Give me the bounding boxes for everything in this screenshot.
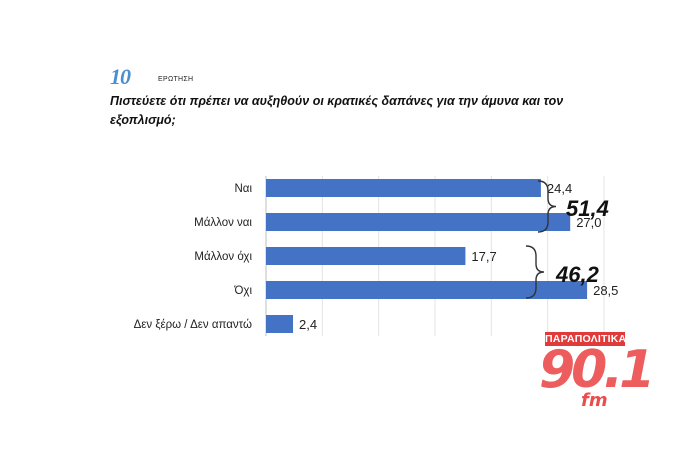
group-total: 46,2: [555, 262, 600, 287]
question-number: 10: [110, 64, 131, 89]
category-label: Δεν ξέρω / Δεν απαντώ: [134, 319, 252, 331]
category-label: Μάλλον όχι: [194, 251, 252, 263]
value-label: 24,4: [547, 181, 572, 196]
bar: [266, 179, 541, 197]
bar: [266, 281, 588, 299]
question-text: Πιστεύετε ότι πρέπει να αυξηθούν οι κρατ…: [110, 94, 564, 127]
group-total: 51,4: [566, 196, 609, 221]
value-label: 28,5: [593, 283, 618, 298]
value-label: 17,7: [471, 249, 496, 264]
logo-top-text: ΠΑΡΑΠΟΛΙΤΙΚΑ: [545, 332, 627, 346]
logo-number: 90.1: [539, 340, 655, 400]
value-label: 2,4: [299, 317, 317, 332]
group-brace: [537, 180, 557, 233]
bar: [266, 315, 294, 333]
group-brace: [525, 245, 545, 299]
radio-logo: ΠΑΡΑΠΟΛΙΤΙΚΑ 90.1 fm: [539, 332, 655, 414]
category-label: Ναι: [234, 183, 252, 195]
category-label: Μάλλον ναι: [194, 217, 252, 229]
bar: [266, 213, 571, 231]
value-label: 27,0: [576, 215, 601, 230]
category-label: Όχι: [234, 285, 253, 297]
logo-suffix: fm: [581, 390, 608, 411]
bar: [266, 247, 466, 265]
question-label: ΕΡΩΤΗΣΗ: [158, 76, 194, 83]
